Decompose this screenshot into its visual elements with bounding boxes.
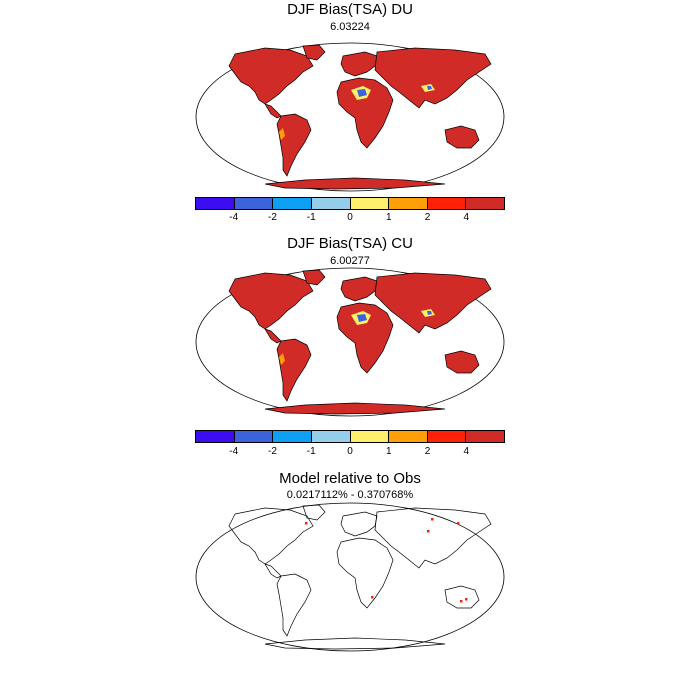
colorbar-swatch xyxy=(350,198,390,209)
continent-shape xyxy=(336,302,394,374)
panel-2-subtitle: 6.00277 xyxy=(330,255,370,267)
continent-shape xyxy=(444,125,480,149)
colorbar-swatch xyxy=(311,431,351,442)
colorbar-tick-label: -1 xyxy=(306,446,316,457)
panel-3-subtitle: 0.0217112% - 0.370768% xyxy=(286,489,414,501)
panel-2-colorbar xyxy=(195,430,505,443)
colorbar-tick-label: 4 xyxy=(463,446,470,457)
colorbar-swatch xyxy=(196,198,235,209)
bias-patch xyxy=(279,128,285,140)
continent-shape xyxy=(444,585,480,609)
continent-shape xyxy=(302,504,326,521)
ratio-marker xyxy=(460,600,463,603)
colorbar-tick-label: -4 xyxy=(229,446,239,457)
continent-shape xyxy=(228,272,314,330)
colorbar-tick-label: -4 xyxy=(229,212,239,223)
continent-shape xyxy=(302,269,326,286)
continent-shape xyxy=(276,573,312,637)
colorbar-tick-label: -2 xyxy=(268,446,277,457)
colorbar-tick-label: 0 xyxy=(347,446,353,457)
panel-1-colorbar xyxy=(195,197,505,210)
continent-shape xyxy=(374,507,492,569)
colorbar-tick-label: 2 xyxy=(424,446,431,457)
colorbar-swatch xyxy=(196,431,235,442)
colorbar-tick-label: 2 xyxy=(424,212,431,223)
continent-shape xyxy=(340,276,378,302)
continent-shape xyxy=(336,77,394,149)
continent-shape xyxy=(444,350,480,374)
continent-shape xyxy=(340,51,378,77)
ratio-marker xyxy=(457,522,460,525)
continent-shape xyxy=(264,402,446,415)
panel-2-map xyxy=(195,267,505,417)
colorbar-tick-label: 1 xyxy=(385,212,392,223)
colorbar-swatch xyxy=(234,431,274,442)
panel-3-map xyxy=(195,502,505,652)
ratio-marker xyxy=(371,596,374,599)
panel-1-title: DJF Bias(TSA) DU xyxy=(287,1,413,18)
colorbar-swatch xyxy=(273,198,312,209)
colorbar-swatch xyxy=(427,431,467,442)
colorbar-swatch xyxy=(427,198,467,209)
colorbar-swatch xyxy=(234,198,274,209)
continent-shape xyxy=(302,44,326,61)
panel-1-subtitle: 6.03224 xyxy=(330,21,370,33)
continent-shape xyxy=(228,507,314,565)
ratio-marker xyxy=(431,518,434,521)
continent-shape xyxy=(336,537,394,609)
panel-3-title: Model relative to Obs xyxy=(279,470,421,487)
ratio-marker xyxy=(427,530,430,533)
colorbar-tick-label: 4 xyxy=(463,212,470,223)
colorbar-swatch xyxy=(311,198,351,209)
colorbar-swatch xyxy=(466,431,504,442)
colorbar-swatch xyxy=(389,431,428,442)
ratio-marker xyxy=(465,598,468,601)
map-frame xyxy=(195,502,505,652)
colorbar-tick-label: -1 xyxy=(306,212,316,223)
panel-2-colorbar-ticks: -4 -2 -1 0 1 2 4 xyxy=(195,446,505,460)
continent-shape xyxy=(264,637,446,650)
continent-shape xyxy=(340,511,378,537)
bias-patch xyxy=(357,314,367,322)
panel-1-colorbar-ticks: -4 -2 -1 0 1 2 4 xyxy=(195,212,505,226)
ratio-marker xyxy=(305,522,308,525)
panel-2-title: DJF Bias(TSA) CU xyxy=(287,235,413,252)
bias-patch xyxy=(357,89,367,97)
colorbar-swatch xyxy=(389,198,428,209)
colorbar-tick-label: 0 xyxy=(347,212,353,223)
continent-shape xyxy=(276,113,312,177)
panel-1-map xyxy=(195,42,505,192)
continent-shape xyxy=(264,177,446,190)
continent-shape xyxy=(228,47,314,105)
colorbar-swatch xyxy=(350,431,390,442)
colorbar-swatch xyxy=(273,431,312,442)
colorbar-swatch xyxy=(466,198,504,209)
continent-shape xyxy=(374,272,492,334)
bias-patch xyxy=(427,86,432,90)
colorbar-tick-label: -2 xyxy=(268,212,277,223)
bias-patch xyxy=(279,353,285,365)
colorbar-tick-label: 1 xyxy=(385,446,392,457)
continent-shape xyxy=(374,47,492,109)
bias-patch xyxy=(427,311,432,315)
continent-shape xyxy=(276,338,312,402)
